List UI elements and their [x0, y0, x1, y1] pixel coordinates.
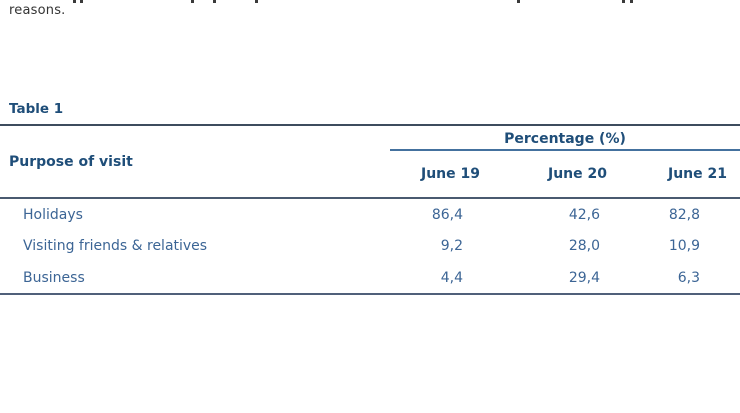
cell-value: 29,4 [568, 269, 600, 286]
text-fragment [255, 0, 258, 3]
column-header-june19: June 19 [421, 166, 480, 182]
table-row-holidays: Holidays 86,4 42,6 82,8 [0, 198, 740, 230]
paragraph-text: reasons. [9, 3, 66, 18]
table-row-visiting-friends: Visiting friends & relatives 9,2 28,0 10… [0, 230, 740, 262]
cell-value: 4,4 [440, 269, 463, 286]
cell-value: 86,4 [431, 206, 463, 223]
column-header-row: June 19 June 20 June 21 [0, 150, 740, 198]
row-label: Holidays [23, 206, 83, 223]
cell-value: 9,2 [440, 238, 463, 254]
table-row-business: Business 4,4 29,4 6,3 [0, 262, 740, 294]
table-caption: Table 1 [9, 101, 64, 117]
text-fragment [191, 0, 194, 3]
row-label: Business [23, 269, 85, 286]
purpose-of-visit-table: Purpose of visit Percentage (%) June 19 … [0, 124, 740, 295]
text-fragment [213, 0, 216, 3]
cell-value: 6,3 [677, 269, 700, 286]
text-fragment [630, 0, 633, 3]
cell-value: 42,6 [568, 206, 600, 223]
group-header-row: Purpose of visit Percentage (%) [0, 125, 740, 170]
column-header-purpose: Purpose of visit [9, 153, 133, 170]
column-header-june20: June 20 [548, 166, 607, 182]
text-fragment [622, 0, 625, 3]
text-fragment [73, 0, 76, 3]
text-fragment [80, 0, 83, 3]
cell-value: 10,9 [668, 238, 700, 254]
cell-value: 28,0 [568, 238, 600, 254]
group-header-percentage: Percentage (%) [390, 125, 740, 151]
cell-value: 82,8 [668, 206, 700, 223]
truncated-text-line [0, 0, 740, 4]
text-fragment [517, 0, 520, 3]
column-header-june21: June 21 [668, 166, 727, 182]
row-label: Visiting friends & relatives [23, 238, 208, 254]
